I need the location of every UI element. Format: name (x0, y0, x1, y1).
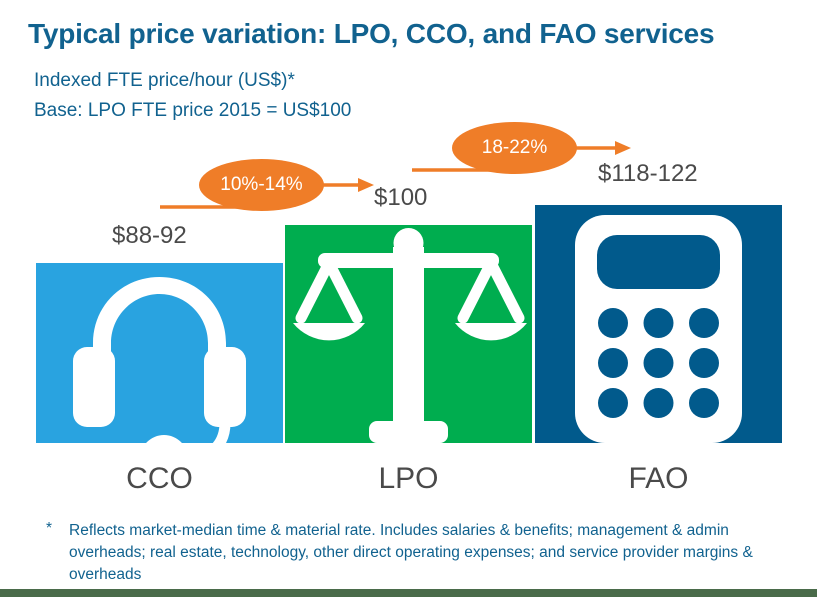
subtitle-indexed-price: Indexed FTE price/hour (US$)* (34, 70, 295, 91)
category-label-lpo: LPO (378, 462, 439, 495)
calculator-icon (575, 215, 742, 443)
subtitle-base-index: Base: LPO FTE price 2015 = US$100 (34, 100, 352, 121)
price-label-cco: $88-92 (112, 222, 187, 249)
arrow-head-cco-lpo (358, 178, 374, 192)
uplift-badge-cco-lpo: 10%-14% (199, 159, 324, 211)
category-label-fao: FAO (628, 462, 689, 495)
footer-bar (0, 589, 817, 597)
page-title: Typical price variation: LPO, CCO, and F… (28, 18, 715, 49)
uplift-badge-label: 18-22% (481, 137, 548, 158)
footnote-text: Reflects market-median time & material r… (69, 522, 753, 583)
category-label-cco: CCO (126, 462, 193, 495)
price-label-lpo: $100 (374, 184, 428, 211)
arrow-head-lpo-fao (615, 141, 631, 155)
footnote-marker: * (46, 520, 53, 537)
uplift-badge-lpo-fao: 18-22% (452, 122, 577, 174)
column-panel-fao (535, 205, 782, 443)
price-label-fao: $118-122 (598, 160, 698, 187)
headset-icon (73, 277, 246, 443)
uplift-badge-label: 10%-14% (220, 174, 303, 195)
balance-scales-icon (293, 228, 527, 443)
column-panel-cco (36, 263, 283, 443)
column-panel-lpo (285, 225, 532, 443)
